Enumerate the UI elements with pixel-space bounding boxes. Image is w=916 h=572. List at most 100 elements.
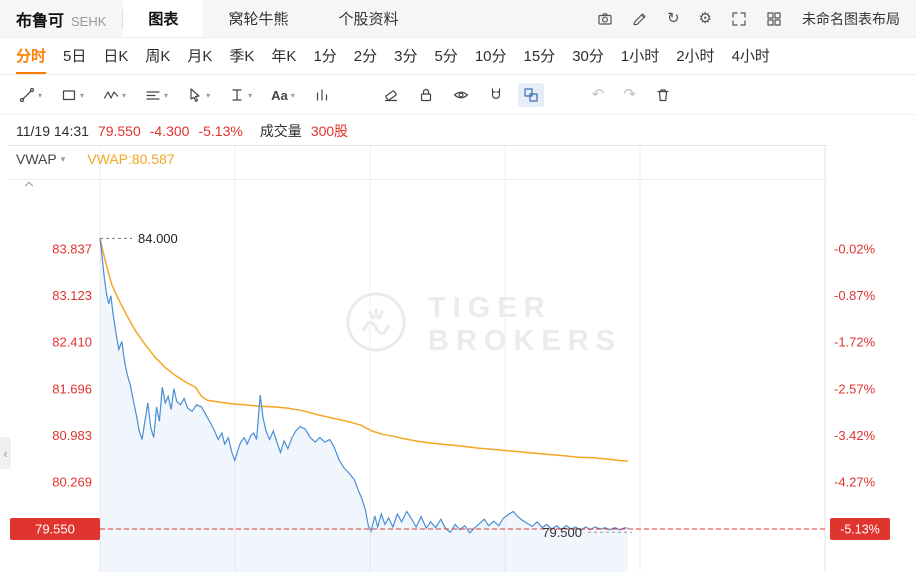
trash-icon	[655, 87, 671, 103]
tf-2min[interactable]: 2分	[353, 47, 378, 65]
tf-1min[interactable]: 1分	[313, 47, 337, 65]
measure-tool[interactable]: ▾	[224, 83, 257, 107]
tf-15min[interactable]: 15分	[523, 47, 556, 65]
tf-10min[interactable]: 10分	[474, 47, 507, 65]
chevron-down-icon: ▾	[248, 90, 253, 100]
indicator-name[interactable]: VWAP	[16, 151, 57, 167]
cursor-icon	[187, 87, 203, 103]
lock-tool[interactable]	[413, 83, 439, 107]
y-axis-left-label: 81.696	[52, 381, 92, 396]
chart-canvas[interactable]: 84.000 79.500 83.837 -0.02% 83.123 -0.87% 82.4…	[0, 145, 916, 572]
svg-text:79.550: 79.550	[35, 522, 75, 537]
trash-button[interactable]	[650, 83, 676, 107]
timeframe-bar: 分时 5日 日K 周K 月K 季K 年K 1分 2分 3分 5分 10分 15分 30分 1小时 2小时 4小时	[0, 38, 916, 75]
quote-line: 11/19 14:31 79.550 -4.300 -5.13% 成交量 300…	[0, 118, 364, 144]
header: 布鲁可 SEHK 图表 窝轮牛熊 个股资料 ↻ ⚙ 未命名图表布局	[0, 0, 916, 38]
tf-1mo[interactable]: 月K	[187, 47, 213, 65]
eraser-tool[interactable]	[378, 83, 404, 107]
indicator-row: VWAP ▾ VWAP:80.587	[16, 151, 175, 167]
cursor-tool[interactable]: ▾	[182, 83, 215, 107]
y-axis-left-label: 83.837	[52, 242, 92, 257]
tab-warrants[interactable]: 窝轮牛熊	[228, 11, 289, 28]
undo-icon: ↶	[591, 86, 605, 103]
y-axis-right-label: -0.87%	[834, 288, 876, 303]
shape-tool[interactable]: ▾	[56, 83, 89, 107]
y-axis-right-label: -4.27%	[834, 475, 876, 490]
edit-chart-icon[interactable]	[632, 11, 648, 27]
bars-icon	[314, 87, 330, 103]
tf-3min[interactable]: 3分	[394, 47, 418, 65]
chart-layout-name[interactable]: 未命名图表布局	[802, 10, 900, 27]
undo-button[interactable]: ↶	[587, 83, 610, 107]
chevron-down-icon: ▾	[80, 90, 85, 100]
tf-1w[interactable]: 周K	[145, 47, 171, 65]
price-line	[99, 238, 628, 534]
tf-intraday[interactable]: 分时	[16, 38, 47, 74]
tf-5min[interactable]: 5分	[434, 47, 458, 65]
tab-stock-info[interactable]: 个股资料	[338, 11, 399, 28]
divider	[122, 9, 124, 28]
watermark: TIGER BROKERS	[344, 290, 622, 359]
fullscreen-icon[interactable]	[731, 11, 747, 27]
stock-name: 布鲁可	[16, 12, 65, 30]
settings-icon[interactable]: ⚙	[698, 9, 712, 27]
text-icon: Aa	[271, 87, 288, 103]
sidebar-collapse-icon[interactable]: ‹	[0, 437, 11, 469]
y-axis-right-label: -2.57%	[834, 381, 876, 396]
tf-1h[interactable]: 1小时	[620, 47, 660, 65]
visibility-tool[interactable]	[448, 83, 474, 107]
tf-30min[interactable]: 30分	[572, 47, 604, 65]
redo-button[interactable]: ↷	[618, 83, 641, 107]
tf-1y[interactable]: 年K	[271, 47, 297, 65]
svg-text:-5.13%: -5.13%	[840, 523, 880, 537]
magnet-icon	[488, 87, 504, 103]
lines-icon	[145, 87, 161, 103]
grid-layout-icon[interactable]	[766, 11, 782, 27]
chevron-down-icon: ▾	[206, 90, 211, 100]
volume-value: 300股	[310, 123, 349, 139]
last-price-annotation: 79.500	[542, 525, 582, 540]
exchange-label: SEHK	[71, 13, 107, 29]
lock-icon	[418, 87, 434, 103]
current-price-badge-left	[10, 518, 100, 540]
text-tool[interactable]: Aa ▾	[266, 84, 300, 107]
refresh-icon[interactable]: ↻	[666, 9, 680, 27]
trend-line-tool[interactable]: ▾	[14, 83, 47, 107]
quote-datetime: 11/19 14:31	[16, 123, 89, 139]
tiger-logo-icon	[344, 290, 408, 359]
y-axis-left-label: 82.410	[52, 335, 92, 350]
y-axis-left-label: 80.269	[52, 475, 92, 490]
tf-5d[interactable]: 5日	[63, 47, 87, 65]
tab-chart[interactable]: 图表	[123, 0, 204, 37]
current-change-badge-right	[830, 518, 890, 540]
header-tabs: 图表 窝轮牛熊 个股资料	[123, 0, 423, 37]
drawing-toolbar: ▾ ▾ ▾ ▾ ▾ ▾ Aa ▾ ↶ ↷	[0, 76, 916, 115]
redo-icon: ↷	[623, 86, 636, 103]
y-axis-right-label: -1.72%	[834, 335, 876, 350]
tf-1q[interactable]: 季K	[229, 47, 255, 65]
watermark-text: TIGER BROKERS	[428, 291, 623, 357]
y-axis-left-label: 83.123	[52, 288, 92, 303]
wave-tool[interactable]: ▾	[98, 83, 131, 107]
vwap-line	[99, 238, 628, 462]
lines-tool[interactable]: ▾	[140, 83, 173, 107]
y-axis-right-label: -0.02%	[834, 242, 876, 257]
quote-change-pct: -5.13%	[198, 123, 243, 139]
magnet-tool[interactable]	[483, 83, 509, 107]
y-axis-left-label: 80.983	[52, 428, 92, 443]
chevron-down-icon: ▾	[38, 90, 43, 100]
collapse-pane-icon[interactable]	[22, 177, 36, 196]
tf-4h[interactable]: 4小时	[731, 47, 770, 65]
tf-2h[interactable]: 2小时	[676, 47, 715, 65]
quote-price: 79.550	[97, 123, 141, 139]
eraser-icon	[383, 87, 399, 103]
bars-tool[interactable]	[309, 83, 335, 107]
stock-header: 布鲁可 SEHK	[0, 7, 122, 31]
quote-change: -4.300	[149, 123, 190, 139]
rect-icon	[61, 87, 77, 103]
tf-1d[interactable]: 日K	[103, 47, 129, 65]
volume-label: 成交量	[259, 123, 302, 139]
compare-layout-tool[interactable]	[517, 83, 544, 107]
screenshot-icon[interactable]	[597, 11, 613, 27]
